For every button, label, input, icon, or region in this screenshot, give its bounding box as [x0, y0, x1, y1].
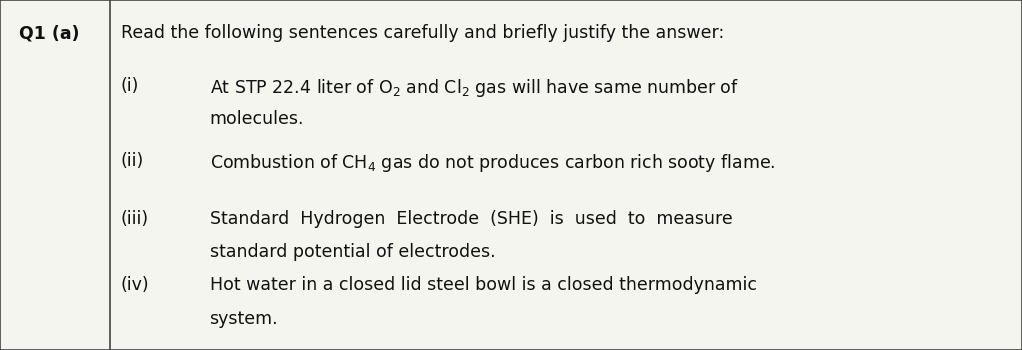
Text: Combustion of CH$_4$ gas do not produces carbon rich sooty flame.: Combustion of CH$_4$ gas do not produces…	[210, 152, 775, 174]
Text: Standard  Hydrogen  Electrode  (SHE)  is  used  to  measure: Standard Hydrogen Electrode (SHE) is use…	[210, 210, 732, 228]
Text: (iii): (iii)	[121, 210, 149, 228]
Text: Hot water in a closed lid steel bowl is a closed thermodynamic: Hot water in a closed lid steel bowl is …	[210, 276, 756, 294]
Text: (iv): (iv)	[121, 276, 149, 294]
Text: standard potential of electrodes.: standard potential of electrodes.	[210, 243, 495, 261]
Text: Q1 (a): Q1 (a)	[18, 25, 80, 42]
Text: molecules.: molecules.	[210, 110, 304, 128]
Text: (ii): (ii)	[121, 152, 144, 170]
Text: Read the following sentences carefully and briefly justify the answer:: Read the following sentences carefully a…	[121, 25, 724, 42]
Text: (i): (i)	[121, 77, 139, 95]
Text: system.: system.	[210, 310, 278, 328]
Text: At STP 22.4 liter of O$_2$ and Cl$_2$ gas will have same number of: At STP 22.4 liter of O$_2$ and Cl$_2$ ga…	[210, 77, 738, 99]
